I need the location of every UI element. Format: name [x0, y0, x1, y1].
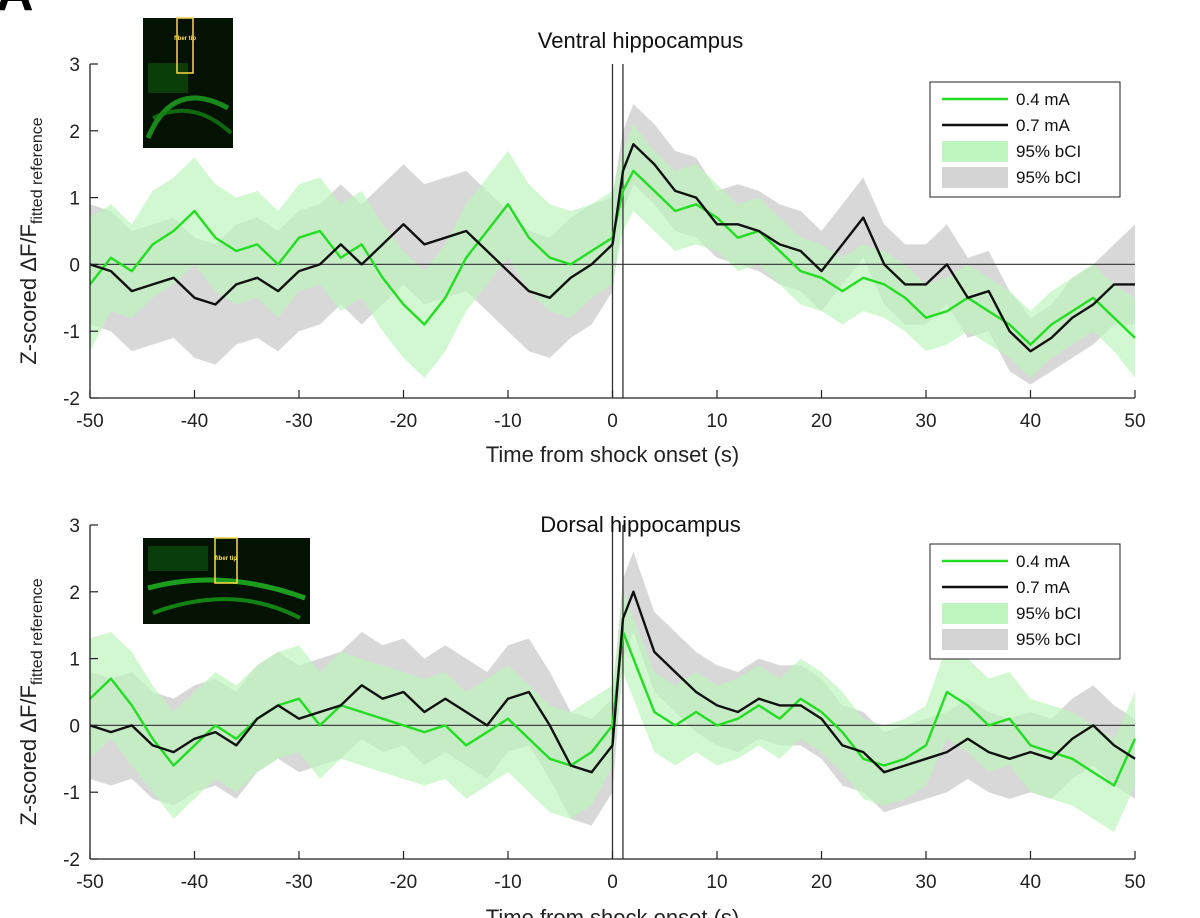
legend-swatch-band-gray: [942, 167, 1008, 188]
y-tick-label: 1: [69, 650, 80, 671]
legend-label: 95% bCI: [1016, 142, 1081, 161]
series-line-black: [89, 143, 1135, 353]
y-tick-label: -1: [63, 322, 80, 343]
fiber-tip-outline: [214, 537, 238, 584]
chart-title: Ventral hippocampus: [538, 28, 743, 53]
inset-tissue-region: [148, 546, 208, 571]
histology-inset: fiber tip: [143, 537, 310, 624]
y-tick-label: 1: [69, 189, 80, 210]
x-tick-label: 50: [1124, 411, 1145, 432]
y-axis-label: Z-scored ΔF/Ffitted reference: [16, 117, 46, 364]
y-axis-label: Z-scored ΔF/Ffitted reference: [16, 578, 46, 825]
inset-tissue-band: [152, 597, 301, 620]
x-tick-label: 30: [915, 872, 936, 893]
x-tick-label: 0: [607, 872, 618, 893]
x-tick-label: -50: [76, 411, 103, 432]
legend-swatch-band-green: [942, 603, 1008, 624]
x-tick-label: 50: [1124, 872, 1145, 893]
x-tick-label: 10: [706, 411, 727, 432]
inset-tissue-band: [145, 95, 230, 139]
y-axis-label-subscript: fitted reference: [29, 117, 46, 224]
y-axis-label-subscript: fitted reference: [29, 578, 46, 685]
x-tick-label: 40: [1020, 411, 1041, 432]
x-tick-label: -20: [390, 411, 417, 432]
inset-tissue-region: [148, 63, 188, 93]
legend-swatch-band-gray: [942, 629, 1008, 650]
fiber-tip-outline: [176, 17, 194, 74]
fiber-tip-label: fiber tip: [215, 556, 237, 562]
y-tick-label: 0: [69, 255, 80, 276]
x-tick-label: 0: [607, 411, 618, 432]
x-tick-label: -10: [494, 872, 521, 893]
x-tick-label: -40: [181, 411, 208, 432]
y-tick-label: -2: [63, 389, 80, 410]
y-tick-label: -2: [63, 850, 80, 871]
x-tick-label: -50: [76, 872, 103, 893]
legend-label: 95% bCI: [1016, 168, 1081, 187]
legend-label: 95% bCI: [1016, 604, 1081, 623]
y-tick-label: 2: [69, 583, 80, 604]
inset-tissue-band: [152, 108, 233, 135]
x-tick-label: 40: [1020, 872, 1041, 893]
legend-label: 95% bCI: [1016, 630, 1081, 649]
x-axis-label: Time from shock onset (s): [486, 442, 739, 467]
y-axis-label-main: Z-scored ΔF/F: [16, 224, 41, 365]
x-tick-label: 30: [915, 411, 936, 432]
legend-swatch-band-green: [942, 141, 1008, 162]
y-tick-label: -1: [63, 783, 80, 804]
legend-label: 0.4 mA: [1016, 90, 1071, 109]
y-tick-label: 2: [69, 122, 80, 143]
x-tick-label: -30: [285, 411, 312, 432]
x-tick-label: -40: [181, 872, 208, 893]
x-tick-label: 20: [811, 411, 832, 432]
x-axis-label: Time from shock onset (s): [486, 905, 739, 918]
ventral-chart-panel: -50 -40 -30 -20 -10 0 10 20 30 40 50-2-10123Ventra…: [16, 17, 1146, 467]
inset-tissue-band: [147, 577, 306, 601]
y-tick-label: 0: [69, 716, 80, 737]
y-tick-label: 3: [69, 516, 80, 537]
legend: 0.4 mA 0.7 mA 95% bCI 95% bCI: [929, 81, 1121, 198]
series-line-black: [89, 590, 1136, 774]
y-tick-label: 3: [69, 55, 80, 76]
x-tick-label: -30: [285, 872, 312, 893]
legend: 0.4 mA 0.7 mA 95% bCI 95% bCI: [929, 543, 1121, 660]
chart-title: Dorsal hippocampus: [540, 512, 741, 537]
legend-label: 0.7 mA: [1016, 578, 1071, 597]
y-axis-label-main: Z-scored ΔF/F: [16, 685, 41, 826]
x-tick-label: -10: [494, 411, 521, 432]
x-tick-label: 10: [706, 872, 727, 893]
x-tick-label: -20: [390, 872, 417, 893]
panel-letter: A: [0, 0, 34, 22]
legend-label: 0.4 mA: [1016, 552, 1071, 571]
legend-label: 0.7 mA: [1016, 116, 1071, 135]
fiber-tip-label: fiber tip: [174, 36, 196, 42]
x-tick-label: 20: [811, 872, 832, 893]
histology-inset: fiber tip: [143, 17, 233, 148]
